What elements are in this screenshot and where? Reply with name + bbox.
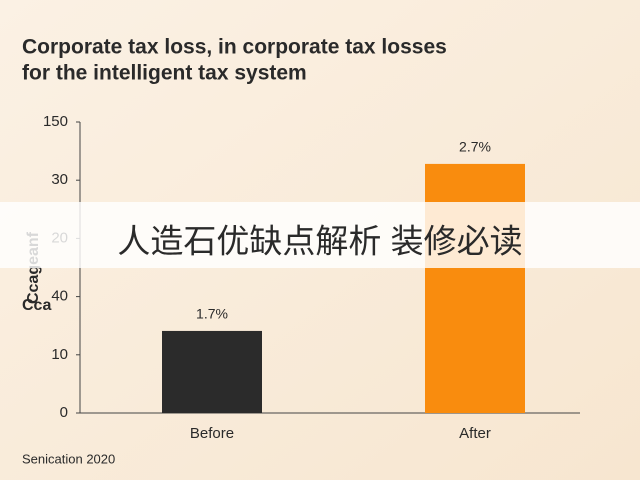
annotation: 2.7% xyxy=(459,139,491,155)
annotation: 1.7% xyxy=(196,306,228,322)
y-axis-label: Cca xyxy=(22,297,51,314)
y-tick-label: 10 xyxy=(51,346,68,363)
y-tick-label: 150 xyxy=(43,113,68,130)
x-tick-label: Before xyxy=(190,425,234,442)
banner-band xyxy=(0,202,640,268)
banner-text: 人造石优缺点解析 装修必读 xyxy=(117,223,522,260)
y-tick-label: 30 xyxy=(51,171,68,188)
source: Senication 2020 xyxy=(22,451,115,466)
chart-title: for the intelligent tax system xyxy=(22,62,307,85)
chart-title: Corporate tax loss, in corporate tax los… xyxy=(22,36,447,59)
bar xyxy=(162,330,262,413)
y-tick-label: 0 xyxy=(60,404,68,421)
bar xyxy=(425,163,525,413)
y-tick-label: 40 xyxy=(51,288,68,305)
overlay-banner: 人造石优缺点解析 装修必读 xyxy=(0,202,640,268)
x-tick-label: After xyxy=(459,425,491,442)
